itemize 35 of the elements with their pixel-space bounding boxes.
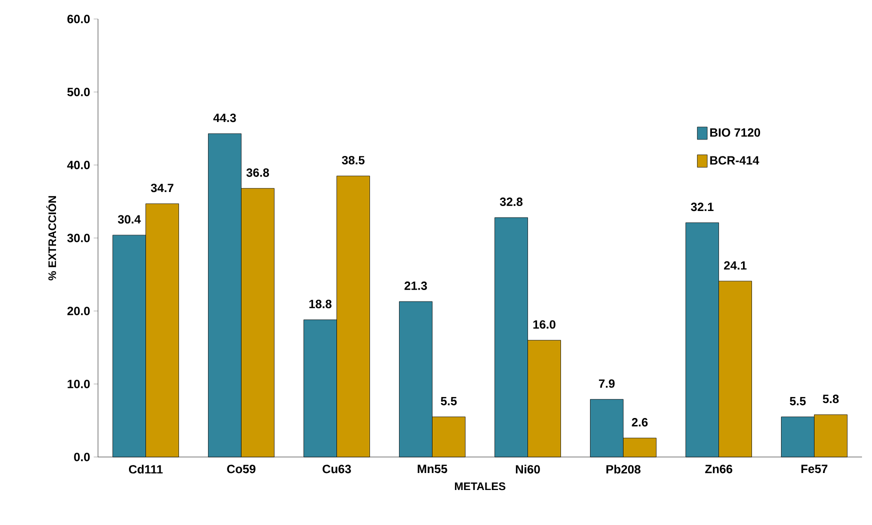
x-tick-label: Mn55 [418, 464, 448, 474]
data-label: 5.5 [440, 396, 457, 406]
y-axis-title: % EXTRACCIÓN [46, 196, 56, 280]
x-tick-label: Pb208 [606, 464, 640, 474]
data-label: 38.5 [342, 156, 365, 164]
y-tick-label: 10.0 [68, 380, 90, 388]
x-axis-title: METALES [454, 482, 506, 490]
x-tick-label: Fe57 [801, 464, 828, 474]
data-label: 32.8 [500, 198, 523, 206]
y-tick-label: 50.0 [67, 88, 90, 96]
data-label: 7.9 [598, 379, 615, 388]
x-tick-label: Cd111 [128, 464, 163, 474]
data-label: 30.4 [118, 215, 141, 224]
y-tick-label: 0.0 [74, 452, 90, 462]
data-label: 18.8 [309, 300, 332, 308]
data-label: 32.1 [690, 202, 714, 212]
data-label: 16.0 [533, 320, 556, 329]
y-tick-label: 60.0 [67, 14, 90, 24]
y-tick-label: 30.0 [67, 234, 90, 242]
data-label: 5.8 [822, 394, 839, 404]
x-tick-label: Cu63 [322, 464, 351, 474]
x-tick-label: Co59 [227, 464, 256, 474]
data-label: 36.8 [246, 168, 270, 177]
data-label: 44.3 [213, 114, 236, 122]
legend-label: BCR-414 [710, 156, 760, 165]
data-label: 34.7 [150, 184, 174, 192]
x-tick-label: Zn66 [705, 464, 732, 474]
y-tick-label: 20.0 [67, 306, 90, 316]
legend-label: BIO 7120 [710, 128, 760, 137]
data-label: 5.5 [790, 396, 806, 406]
y-tick-label: 40.0 [67, 160, 90, 170]
data-label: 2.6 [632, 418, 648, 426]
data-label: 24.1 [724, 261, 747, 270]
x-tick-label: Ni60 [516, 464, 540, 474]
data-label: 21.3 [404, 282, 427, 290]
